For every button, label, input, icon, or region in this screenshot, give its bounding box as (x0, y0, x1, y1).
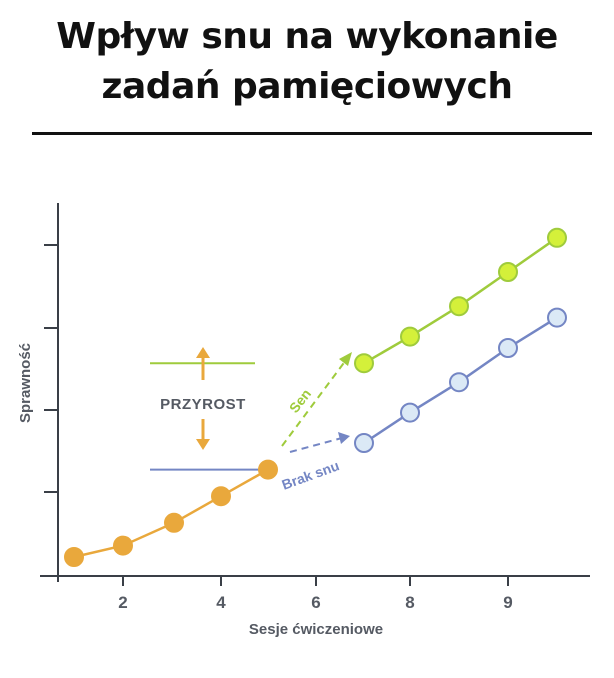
gain-down-arrow-icon (196, 419, 210, 450)
y-axis-ticks (44, 244, 58, 493)
chart-title: Wpływ snu na wykonanie zadań pamięciowyc… (0, 12, 614, 112)
x-tick-label-9: 9 (503, 593, 512, 612)
data-point-training-1 (64, 547, 84, 567)
gain-up-arrow-icon (196, 347, 210, 380)
series-label-sen: Sen (286, 386, 314, 416)
data-point-training-4 (211, 486, 231, 507)
data-point-sleep-4 (498, 262, 518, 282)
data-point-training-5 (258, 459, 278, 480)
data-point-no-sleep-3 (449, 372, 469, 393)
title-divider (32, 132, 592, 135)
x-tick-label-2: 2 (118, 593, 127, 612)
series-layer (64, 227, 567, 567)
data-point-sleep-1 (354, 353, 374, 374)
chart-title-line-1: Wpływ snu na wykonanie (56, 16, 558, 57)
data-point-sleep-3 (449, 296, 469, 317)
data-point-no-sleep-4 (498, 338, 518, 358)
x-tick-label-6: 6 (311, 593, 320, 612)
y-axis-title: Sprawność (17, 343, 34, 423)
x-axis-ticks: 2 4 6 8 9 (118, 576, 513, 612)
data-point-sleep-2 (400, 326, 420, 347)
chart-title-line-2: zadań pamięciowych (101, 66, 513, 107)
data-point-no-sleep-1 (354, 433, 374, 453)
series-label-brak-snu: Brak snu (280, 457, 342, 493)
gain-label: PRZYROST (160, 396, 246, 413)
data-point-training-2 (113, 535, 133, 556)
data-point-no-sleep-5 (547, 307, 567, 328)
sleep-connector-arrow (281, 352, 352, 447)
x-tick-label-8: 8 (405, 593, 414, 612)
data-point-training-3 (164, 512, 184, 533)
x-axis-title: Sesje ćwiczeniowe (249, 621, 383, 638)
x-tick-label-4: 4 (216, 593, 226, 612)
data-point-no-sleep-2 (400, 402, 420, 423)
data-point-sleep-5 (547, 227, 567, 248)
no-sleep-connector-arrow (289, 432, 350, 453)
